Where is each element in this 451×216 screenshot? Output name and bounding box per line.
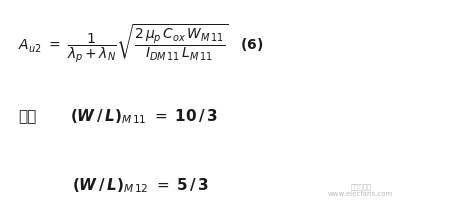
Text: $\mathit{A}_{u2}\ =\ \dfrac{1}{\lambda_p + \lambda_N}\sqrt{\dfrac{2\,\mu_p\,C_{o: $\mathit{A}_{u2}\ =\ \dfrac{1}{\lambda_p… (18, 22, 263, 65)
Text: $\boldsymbol{(W\,/\,L)}_{M\,12}\ =\ \mathbf{5\,/\,3}$: $\boldsymbol{(W\,/\,L)}_{M\,12}\ =\ \mat… (72, 176, 209, 195)
Text: $\boldsymbol{(W\,/\,L)}_{M\,11}\ =\ \mathbf{10\,/\,3}$: $\boldsymbol{(W\,/\,L)}_{M\,11}\ =\ \mat… (70, 107, 218, 126)
Text: 求出: 求出 (18, 109, 36, 124)
Text: 电子发烧友
www.elecfans.com: 电子发烧友 www.elecfans.com (328, 183, 393, 197)
